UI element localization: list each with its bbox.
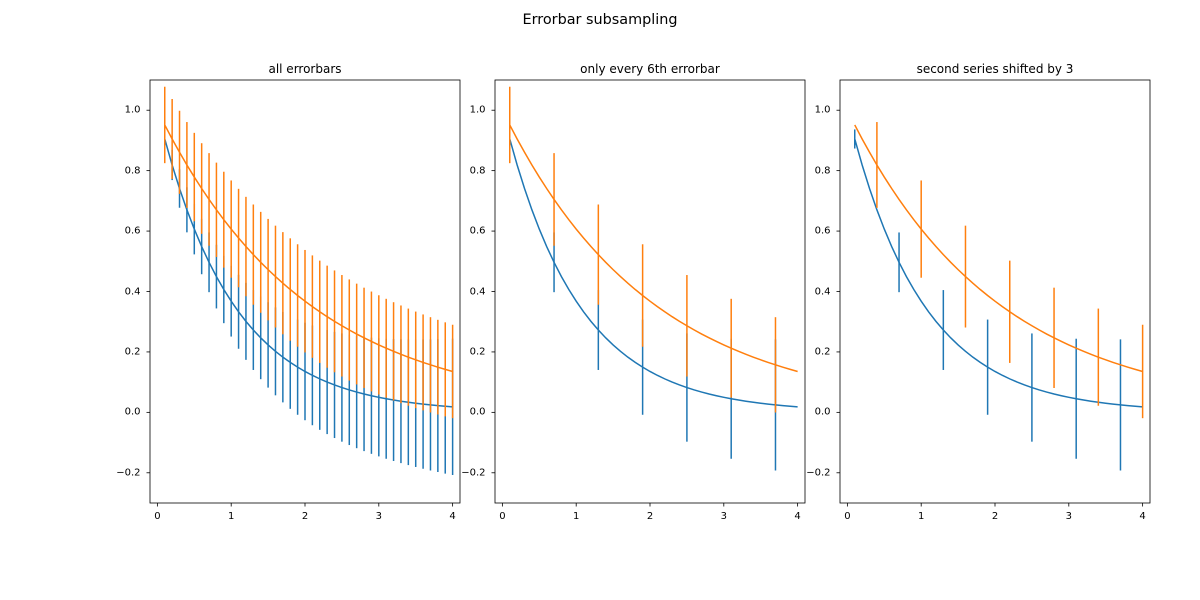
series-line-y2 xyxy=(510,125,798,372)
subplot: second series shifted by 301234−0.20.00.… xyxy=(840,80,1150,503)
xtick-label: 1 xyxy=(228,511,234,522)
ytick-label: 0.4 xyxy=(815,286,831,297)
xtick-label: 3 xyxy=(1066,511,1072,522)
subplot-title: all errorbars xyxy=(150,62,460,76)
axes-spines xyxy=(495,80,805,503)
series-line-y2 xyxy=(855,125,1143,372)
ytick-label: −0.2 xyxy=(116,467,140,478)
xtick-label: 4 xyxy=(449,511,455,522)
ytick-label: 0.8 xyxy=(815,165,831,176)
series-line-y2 xyxy=(165,125,453,372)
ytick-label: 0.0 xyxy=(815,407,831,418)
xtick-label: 2 xyxy=(992,511,998,522)
axes-spines xyxy=(840,80,1150,503)
ytick-label: 0.6 xyxy=(125,226,141,237)
ytick-label: 0.2 xyxy=(470,346,486,357)
ytick-label: 1.0 xyxy=(815,105,831,116)
series-line-y1 xyxy=(165,139,453,407)
ytick-label: −0.2 xyxy=(461,467,485,478)
xtick-label: 0 xyxy=(844,511,850,522)
ytick-label: 0.0 xyxy=(470,407,486,418)
xtick-label: 0 xyxy=(154,511,160,522)
xtick-label: 1 xyxy=(573,511,579,522)
figure: Errorbar subsampling all errorbars01234−… xyxy=(0,0,1200,600)
xtick-label: 1 xyxy=(918,511,924,522)
ytick-label: 0.2 xyxy=(815,346,831,357)
figure-suptitle: Errorbar subsampling xyxy=(0,12,1200,28)
ytick-label: 0.6 xyxy=(470,226,486,237)
ytick-label: 0.4 xyxy=(470,286,486,297)
xtick-label: 4 xyxy=(794,511,800,522)
xtick-label: 3 xyxy=(376,511,382,522)
ytick-label: 0.2 xyxy=(125,346,141,357)
axes xyxy=(150,80,460,503)
xtick-label: 2 xyxy=(302,511,308,522)
xtick-label: 3 xyxy=(721,511,727,522)
xtick-label: 2 xyxy=(647,511,653,522)
subplot-title: second series shifted by 3 xyxy=(840,62,1150,76)
subplot-title: only every 6th errorbar xyxy=(495,62,805,76)
ytick-label: 0.0 xyxy=(125,407,141,418)
ytick-label: 0.6 xyxy=(815,226,831,237)
axes xyxy=(840,80,1150,503)
ytick-label: 0.8 xyxy=(470,165,486,176)
xtick-label: 0 xyxy=(499,511,505,522)
xtick-label: 4 xyxy=(1139,511,1145,522)
subplot: only every 6th errorbar01234−0.20.00.20.… xyxy=(495,80,805,503)
ytick-label: 1.0 xyxy=(125,105,141,116)
subplot: all errorbars01234−0.20.00.20.40.60.81.0 xyxy=(150,80,460,503)
axes xyxy=(495,80,805,503)
series-line-y1 xyxy=(855,139,1143,407)
series-line-y1 xyxy=(510,139,798,407)
ytick-label: −0.2 xyxy=(806,467,830,478)
ytick-label: 0.4 xyxy=(125,286,141,297)
ytick-label: 1.0 xyxy=(470,105,486,116)
ytick-label: 0.8 xyxy=(125,165,141,176)
